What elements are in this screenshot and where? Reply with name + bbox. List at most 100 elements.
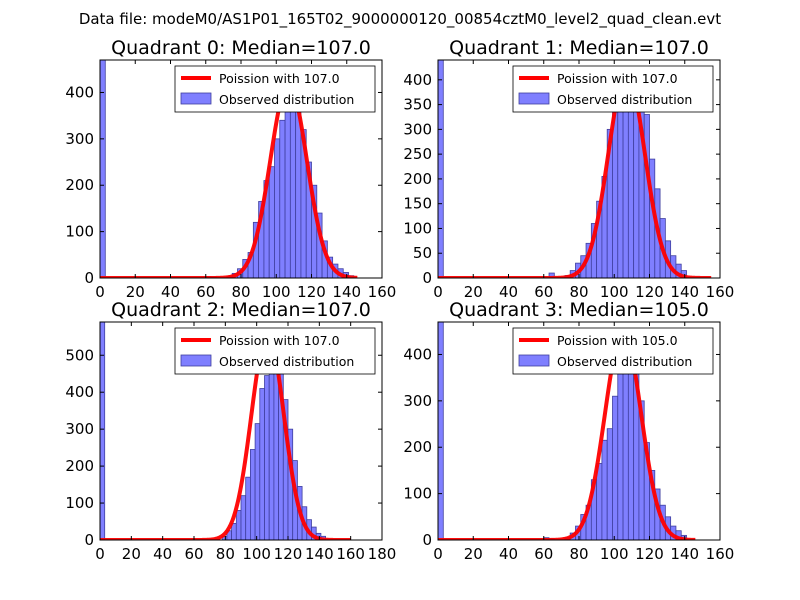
y-tick-label: 400 — [403, 71, 432, 89]
histogram-bar — [622, 354, 629, 540]
x-tick-label: 0 — [95, 283, 105, 301]
y-tick-label: 0 — [84, 531, 94, 549]
histogram-bar — [274, 138, 281, 278]
x-tick-label: 140 — [305, 545, 334, 563]
x-tick-label: 0 — [95, 545, 105, 563]
poisson-curve — [438, 70, 713, 278]
y-tick-label: 100 — [65, 223, 94, 241]
y-tick-label: 200 — [65, 457, 94, 475]
histogram-bar — [268, 166, 275, 278]
y-tick-label: 200 — [403, 438, 432, 456]
histogram-bar — [438, 322, 444, 540]
subplot-title: Quadrant 0: Median=107.0 — [111, 37, 371, 59]
x-tick-label: 80 — [569, 283, 588, 301]
histogram-bar — [438, 60, 444, 278]
x-tick-label: 120 — [635, 283, 664, 301]
x-tick-label: 40 — [499, 283, 518, 301]
poisson-curve — [100, 331, 352, 540]
histogram-bar — [617, 372, 624, 540]
histogram-bar — [601, 439, 608, 540]
x-tick-label: 20 — [122, 545, 141, 563]
y-tick-label: 500 — [65, 346, 94, 364]
x-tick-label: 80 — [216, 545, 235, 563]
subplot-title: Quadrant 2: Median=107.0 — [111, 299, 371, 321]
y-tick-label: 300 — [403, 392, 432, 410]
histogram-bar — [100, 60, 106, 278]
histogram-bar — [259, 388, 265, 540]
axes-frame — [99, 321, 383, 541]
legend-label-poisson: Poission with 107.0 — [557, 71, 678, 86]
x-tick-label: 60 — [534, 545, 553, 563]
histogram-bar — [100, 322, 106, 540]
plot-area — [438, 60, 713, 278]
subplot-quadrant-2: 0 20 40 60 80 100 120 140 160 1800100200300400500… — [65, 299, 396, 563]
histogram-bar — [240, 495, 247, 540]
x-tick-label: 120 — [274, 545, 303, 563]
subplot-grid: 0 20 40 60 80 100 120 140 1600100200300400Quadra… — [65, 37, 734, 563]
x-tick-label: 100 — [600, 545, 629, 563]
y-tick-label: 250 — [403, 145, 432, 163]
x-tick-label: 80 — [231, 283, 250, 301]
histogram-bar — [264, 375, 270, 540]
legend: Poission with 105.0 Observed distribution — [512, 327, 714, 375]
y-tick-label: 200 — [403, 170, 432, 188]
x-tick-label: 100 — [600, 283, 629, 301]
x-tick-label: 40 — [153, 545, 172, 563]
x-tick-label: 40 — [499, 545, 518, 563]
histogram-bar — [643, 114, 650, 278]
x-tick-label: 0 — [433, 545, 443, 563]
x-tick-label: 100 — [242, 545, 271, 563]
legend-label-poisson: Poission with 107.0 — [219, 71, 340, 86]
x-tick-label: 160 — [368, 283, 397, 301]
x-tick-label: 60 — [534, 283, 553, 301]
histogram-bar — [268, 349, 275, 540]
legend-bar-swatch — [518, 92, 550, 105]
x-tick-label: 120 — [635, 545, 664, 563]
legend: Poission with 107.0 Observed distribution — [174, 65, 376, 113]
legend-bar-swatch — [518, 354, 550, 367]
legend-label-observed: Observed distribution — [219, 92, 354, 107]
y-tick-label: 50 — [413, 244, 432, 262]
histogram-bar — [289, 82, 297, 278]
y-tick-label: 100 — [403, 485, 432, 503]
histogram-bar — [612, 395, 619, 540]
subplot-quadrant-3: 0 20 40 60 80 100 120 140 160 0 100 200 300 400 Quadra… — [403, 299, 734, 563]
x-tick-label: 140 — [670, 545, 699, 563]
y-tick-label: 300 — [65, 420, 94, 438]
y-tick-label: 200 — [65, 176, 94, 194]
x-tick-label: 40 — [161, 283, 180, 301]
x-tick-label: 60 — [196, 283, 215, 301]
y-tick-label: 150 — [403, 195, 432, 213]
histogram-bar — [235, 510, 242, 540]
x-tick-label: 160 — [706, 283, 735, 301]
y-tick-label: 400 — [403, 345, 432, 363]
subplot-quadrant-0: 0 20 40 60 80 100 120 140 160 0 100 200 300 400 Quadra… — [65, 37, 396, 301]
y-tick-label: 300 — [403, 120, 432, 138]
histogram-bar — [249, 449, 256, 540]
plot-area — [100, 322, 352, 540]
histogram-bar — [245, 476, 251, 540]
x-tick-label: 120 — [297, 283, 326, 301]
legend: Poission with 107.0 Observed distribution — [512, 65, 714, 113]
x-tick-label: 80 — [569, 545, 588, 563]
y-tick-label: 0 — [422, 531, 432, 549]
x-tick-label: 20 — [464, 283, 483, 301]
y-tick-label: 350 — [403, 96, 432, 114]
legend-label-observed: Observed distribution — [219, 354, 354, 369]
x-tick-label: 0 — [433, 283, 443, 301]
legend: Poission with 107.0 Observed distribution — [174, 327, 376, 375]
legend-label-observed: Observed distribution — [557, 354, 692, 369]
legend-label-poisson: Poission with 107.0 — [219, 333, 340, 348]
plot-area — [100, 60, 359, 278]
poisson-curve — [438, 329, 697, 540]
subplot-quadrant-1: 0 20 40 60 80 100 120 140 160 0 50 100 150 200 250 300 3… — [403, 37, 734, 301]
y-tick-label: 400 — [65, 383, 94, 401]
y-tick-label: 100 — [403, 219, 432, 237]
x-tick-label: 160 — [706, 545, 735, 563]
x-tick-label: 60 — [184, 545, 203, 563]
legend-label-observed: Observed distribution — [557, 92, 692, 107]
x-tick-label: 180 — [368, 545, 397, 563]
x-tick-label: 140 — [670, 283, 699, 301]
histogram-bar — [231, 522, 237, 540]
